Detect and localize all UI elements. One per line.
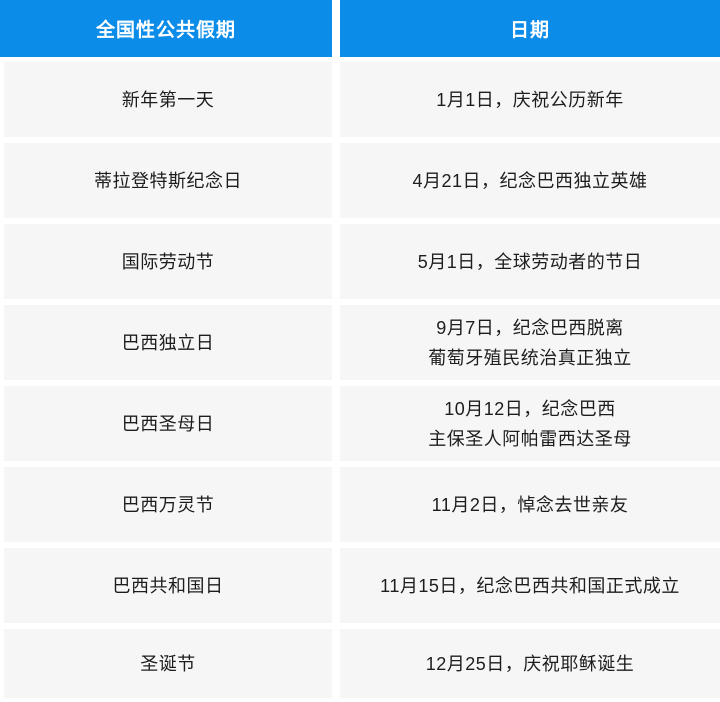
table-row: 圣诞节 12月25日，庆祝耶稣诞生 [0, 629, 720, 698]
table-row: 国际劳动节 5月1日，全球劳动者的节日 [0, 224, 720, 299]
holiday-date-cell: 11月15日，纪念巴西共和国正式成立 [340, 548, 720, 623]
holiday-name-cell: 巴西万灵节 [4, 467, 332, 542]
table-row: 巴西独立日 9月7日，纪念巴西脱离 葡萄牙殖民统治真正独立 [0, 305, 720, 380]
table-header-row: 全国性公共假期 日期 [0, 0, 720, 57]
holiday-date-cell: 9月7日，纪念巴西脱离 葡萄牙殖民统治真正独立 [340, 305, 720, 380]
holiday-date-cell: 12月25日，庆祝耶稣诞生 [340, 629, 720, 698]
table-row: 巴西共和国日 11月15日，纪念巴西共和国正式成立 [0, 548, 720, 623]
holiday-date-cell: 4月21日，纪念巴西独立英雄 [340, 143, 720, 218]
holiday-name-cell: 巴西圣母日 [4, 386, 332, 461]
holiday-name-cell: 国际劳动节 [4, 224, 332, 299]
table-row: 新年第一天 1月1日，庆祝公历新年 [0, 62, 720, 137]
holiday-date-cell: 5月1日，全球劳动者的节日 [340, 224, 720, 299]
holiday-date-cell: 10月12日，纪念巴西 主保圣人阿帕雷西达圣母 [340, 386, 720, 461]
holiday-date-cell: 11月2日，悼念去世亲友 [340, 467, 720, 542]
header-date-column: 日期 [340, 0, 720, 57]
holiday-name-cell: 巴西独立日 [4, 305, 332, 380]
holiday-name-cell: 巴西共和国日 [4, 548, 332, 623]
table-row: 巴西圣母日 10月12日，纪念巴西 主保圣人阿帕雷西达圣母 [0, 386, 720, 461]
holiday-name-cell: 新年第一天 [4, 62, 332, 137]
table-row: 蒂拉登特斯纪念日 4月21日，纪念巴西独立英雄 [0, 143, 720, 218]
holiday-date-cell: 1月1日，庆祝公历新年 [340, 62, 720, 137]
holiday-name-cell: 圣诞节 [4, 629, 332, 698]
header-holiday-column: 全国性公共假期 [0, 0, 332, 57]
holiday-name-cell: 蒂拉登特斯纪念日 [4, 143, 332, 218]
table-row: 巴西万灵节 11月2日，悼念去世亲友 [0, 467, 720, 542]
